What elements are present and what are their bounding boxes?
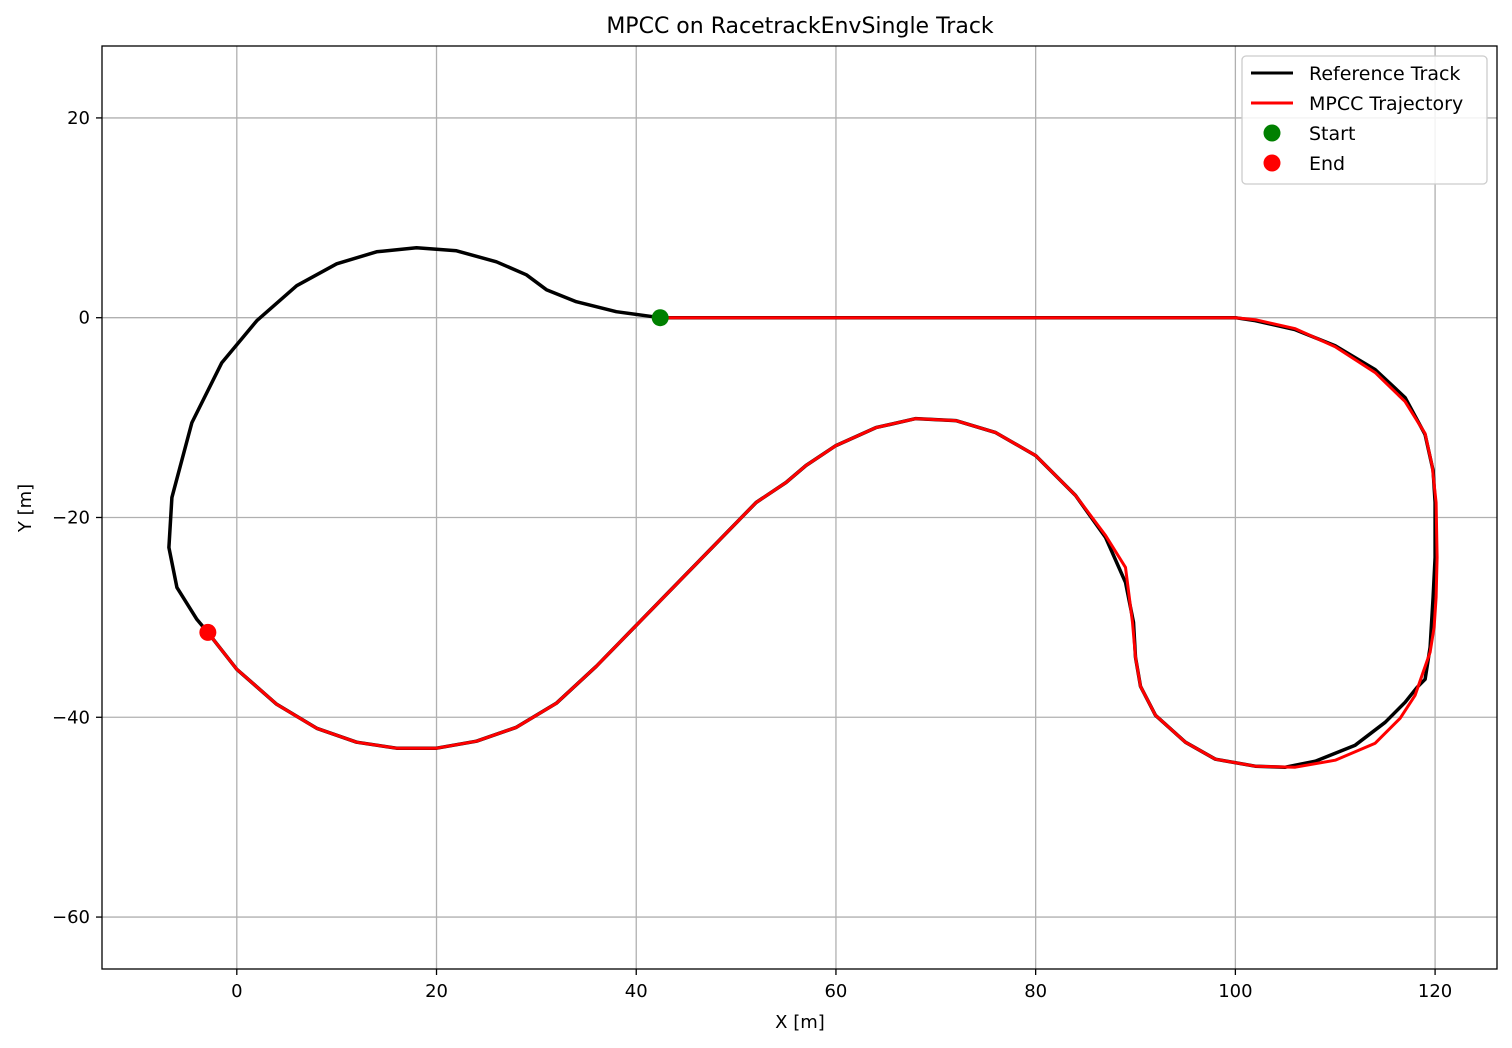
x-tick-label: 0: [231, 981, 242, 1002]
chart-title: MPCC on RacetrackEnvSingle Track: [606, 14, 994, 39]
y-axis-label: Y [m]: [15, 484, 36, 533]
x-tick-label: 100: [1218, 981, 1252, 1002]
ticks: 0 20 40 60 80 100 120 20 0 −20 −40 −60: [52, 108, 1452, 1002]
x-tick-label: 120: [1418, 981, 1452, 1002]
y-tick-label: −60: [52, 907, 90, 928]
end-marker: [199, 623, 217, 641]
y-tick-label: 0: [79, 308, 90, 329]
start-marker: [651, 309, 669, 327]
legend-marker-swatch: [1263, 124, 1281, 142]
x-tick-label: 40: [625, 981, 648, 1002]
legend-box: [1241, 55, 1488, 185]
x-tick-label: 60: [824, 981, 847, 1002]
legend: Reference Track MPCC Trajectory Start End: [1241, 55, 1488, 185]
plot-frame: [101, 45, 1498, 970]
y-tick-label: −20: [52, 507, 90, 528]
legend-entry-label: Reference Track: [1309, 63, 1460, 85]
y-tick-label: −40: [52, 707, 90, 728]
legend-marker-swatch: [1263, 154, 1281, 172]
x-axis-label: X [m]: [775, 1012, 825, 1033]
x-tick-label: 20: [425, 981, 448, 1002]
x-tick-label: 80: [1024, 981, 1047, 1002]
reference-track-line: [167, 246, 1437, 769]
legend-entry-label: MPCC Trajectory: [1309, 93, 1463, 115]
legend-entry-label: Start: [1309, 123, 1355, 145]
mpcc-trajectory-line: [206, 316, 1439, 769]
series-layer: [167, 246, 1439, 769]
y-tick-label: 20: [67, 108, 90, 129]
legend-entry-label: End: [1309, 153, 1345, 175]
